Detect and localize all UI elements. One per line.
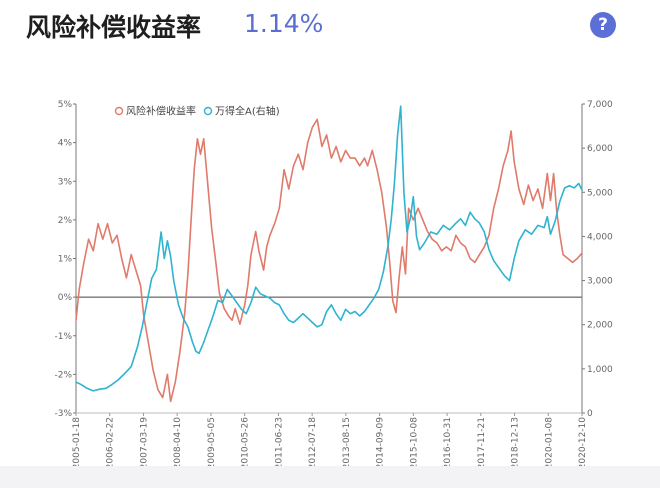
right-tick-label: 1,000 [587,365,613,375]
series-line-wind-all-a [75,105,583,392]
left-tick-label: 1% [58,255,73,265]
right-tick-label: 7,000 [587,100,613,110]
series-layer [75,105,583,403]
left-tick-label: 5% [58,100,73,110]
axis-layer: 5% 4% 3% 2% 1% 0% -1% -2% -3% 7,000 6,000 5,000 4,00… [54,100,613,469]
x-tick-label: 2005-01-18 [72,417,82,470]
page-title: 风险补偿收益率 [26,13,202,42]
legend: 风险补偿收益率 万得全A(右轴) [114,105,280,118]
x-tick-label: 2006-02-22 [106,417,116,469]
x-tick-label: 2014-09-09 [376,417,386,470]
x-tick-label: 2015-10-08 [409,417,419,470]
x-tick-label: 2010-05-26 [241,417,251,470]
legend-index-marker [203,106,213,116]
right-tick-label: 2,000 [587,321,613,331]
right-tick-label: 0 [587,409,593,419]
x-tick-label: 2020-12-10 [578,417,588,470]
left-tick-label: 0% [58,293,73,303]
right-tick-label: 5,000 [587,188,613,198]
question-mark-icon[interactable]: ? [590,12,616,38]
header: 风险补偿收益率 1.14% ? [0,0,660,52]
x-tick-label: 2007-03-19 [139,417,149,470]
right-tick-label: 6,000 [587,144,613,154]
series-line-risk-premium [75,118,583,403]
x-tick-label: 2009-05-05 [207,417,217,469]
x-tick-label: 2012-07-18 [308,417,318,470]
x-tick-label: 2018-12-13 [511,417,521,469]
x-tick-label: 2008-04-10 [173,417,183,470]
left-tick-label: 4% [58,139,73,149]
left-tick-label: 2% [58,216,73,226]
x-tick-label: 2020-01-08 [544,417,554,470]
x-tick-label: 2016-10-31 [443,417,453,469]
left-tick-label: 3% [58,177,73,187]
right-tick-label: 4,000 [587,232,613,242]
footer-band [0,466,660,488]
x-tick-label: 2017-11-21 [477,417,487,469]
left-tick-label: -1% [54,332,72,342]
right-tick-label: 3,000 [587,277,613,287]
current-value: 1.14% [244,9,324,38]
x-tick-label: 2013-08-15 [342,417,352,469]
legend-risk-label: 风险补偿收益率 [126,105,196,118]
legend-risk-marker [114,106,124,116]
left-tick-label: -3% [54,409,72,419]
x-tick-label: 2011-06-23 [274,417,284,469]
legend-index-label: 万得全A(右轴) [215,105,280,118]
left-tick-label: -2% [54,370,72,380]
